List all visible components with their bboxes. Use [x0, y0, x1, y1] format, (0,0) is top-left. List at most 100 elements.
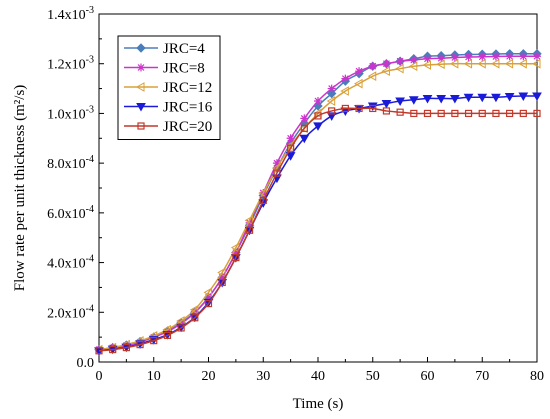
data-point — [533, 52, 541, 61]
data-point — [477, 93, 488, 103]
data-point — [191, 314, 199, 322]
y-tick-label: 2.0x10-4 — [47, 303, 94, 321]
legend-item: JRC=12 — [124, 80, 212, 96]
data-point — [504, 93, 515, 102]
data-point — [519, 52, 528, 61]
data-point — [533, 109, 541, 118]
data-point — [369, 104, 377, 113]
data-point — [396, 108, 404, 116]
data-point — [177, 324, 185, 332]
data-point — [463, 93, 474, 103]
data-point — [410, 109, 418, 118]
legend-label: JRC=4 — [163, 41, 205, 57]
legend-marker — [137, 63, 145, 72]
data-point — [518, 92, 529, 102]
data-point — [122, 343, 130, 352]
x-tick-label: 40 — [311, 369, 325, 384]
data-point — [437, 109, 445, 118]
legend-label: JRC=16 — [163, 100, 213, 116]
data-point — [230, 242, 240, 253]
data-point — [436, 59, 445, 70]
data-point — [203, 287, 212, 298]
series-5 — [95, 104, 541, 355]
data-point — [354, 78, 363, 89]
data-point — [326, 96, 336, 106]
data-point — [204, 293, 213, 302]
data-point — [409, 55, 418, 64]
data-point — [408, 61, 418, 72]
y-tick-label: 4.0x10-4 — [47, 254, 94, 272]
legend-item: JRC=4 — [124, 41, 205, 57]
data-point — [368, 62, 377, 71]
data-point — [381, 66, 390, 77]
data-point — [285, 152, 296, 161]
data-point — [300, 124, 308, 132]
data-point — [464, 109, 473, 118]
data-point — [423, 109, 432, 118]
data-point — [422, 95, 433, 104]
data-point — [150, 337, 158, 345]
data-point — [176, 316, 185, 326]
data-point — [244, 215, 254, 226]
data-point — [464, 53, 473, 62]
data-point — [491, 52, 500, 61]
legend-item: JRC=20 — [124, 119, 212, 135]
data-point — [340, 86, 349, 96]
data-point — [367, 71, 377, 82]
x-tick-label: 70 — [475, 369, 489, 384]
data-point — [231, 248, 240, 257]
data-point — [437, 54, 446, 63]
data-point — [532, 92, 542, 102]
data-point — [218, 278, 226, 287]
data-point — [326, 88, 337, 99]
x-tick-label: 10 — [147, 369, 161, 384]
data-point — [450, 95, 460, 104]
data-point — [382, 59, 391, 68]
data-point — [95, 347, 103, 355]
data-point — [477, 58, 486, 69]
data-point — [328, 107, 336, 115]
x-tick-label: 80 — [530, 369, 544, 384]
data-point — [245, 226, 254, 234]
y-tick-label: 1.2x10-3 — [47, 55, 94, 73]
data-point — [451, 109, 459, 118]
y-tick-label: 0.0 — [77, 356, 95, 371]
data-point — [422, 60, 431, 70]
data-point — [327, 84, 336, 93]
data-point — [341, 104, 349, 113]
y-tick-label: 1.4x10-3 — [47, 5, 94, 23]
data-point — [204, 299, 213, 308]
data-point — [367, 102, 378, 111]
data-point — [299, 134, 310, 144]
data-point — [463, 58, 473, 69]
data-point — [408, 96, 419, 105]
data-point — [449, 58, 459, 69]
data-point — [109, 345, 117, 354]
data-point — [326, 112, 337, 121]
y-tick-label: 8.0x10-4 — [47, 154, 94, 172]
data-point — [163, 331, 172, 340]
x-tick-label: 50 — [366, 369, 380, 384]
data-point — [436, 95, 447, 104]
data-point — [395, 63, 404, 74]
legend-marker — [135, 82, 145, 92]
data-point — [490, 58, 500, 69]
legend-marker — [136, 43, 146, 53]
data-point — [531, 58, 541, 69]
legend-marker — [136, 103, 146, 112]
data-point — [355, 104, 363, 113]
series-line — [98, 107, 537, 352]
data-point — [518, 58, 527, 69]
series-layer — [93, 49, 542, 356]
x-tick-label: 20 — [202, 369, 216, 384]
data-point — [218, 273, 227, 282]
data-point — [286, 134, 295, 143]
data-point — [381, 99, 392, 109]
data-point — [478, 109, 486, 118]
y-axis-title: Flow rate per unit thickness (m²/s) — [12, 85, 28, 292]
data-point — [259, 196, 267, 205]
data-point — [232, 254, 240, 262]
data-point — [505, 52, 514, 61]
legend: JRC=4 JRC=8 JRC=12 JRC=16 JRC=20 — [117, 35, 221, 140]
